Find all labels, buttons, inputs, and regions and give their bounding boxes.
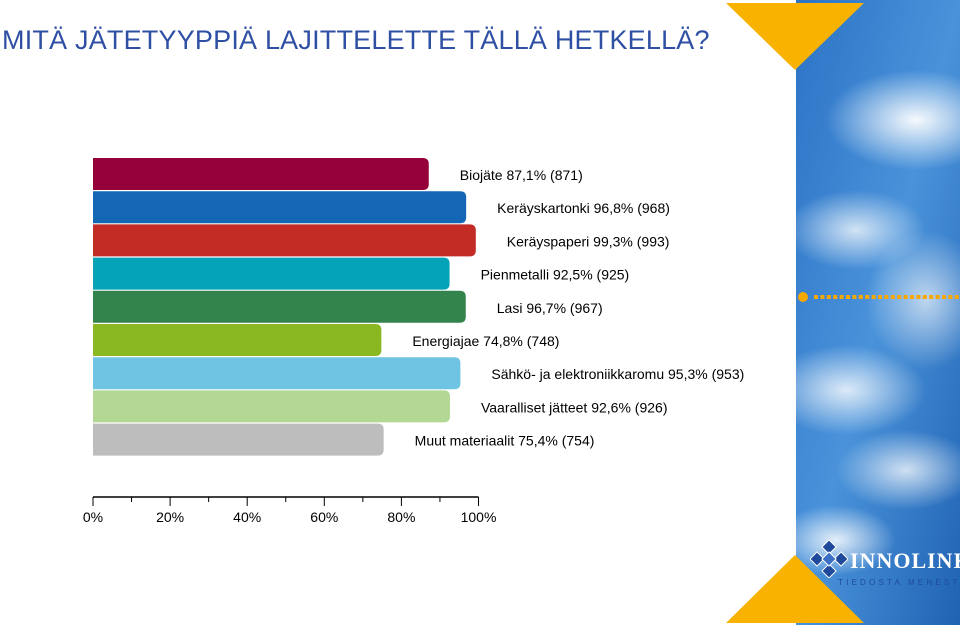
x-tick-label: 0%: [83, 509, 103, 525]
bar-6: [93, 357, 461, 390]
bar-5: [93, 324, 382, 356]
data-label-3: Pienmetalli 92,5% (925): [481, 267, 630, 283]
bottom-orange-triangle: [726, 555, 864, 623]
x-tick-label: 20%: [156, 509, 184, 525]
x-tick-label: 40%: [233, 509, 261, 525]
bars: [93, 158, 476, 456]
top-orange-triangle: [726, 3, 864, 70]
data-label-7: Vaaralliset jätteet 92,6% (926): [481, 399, 668, 415]
slide-title: MITÄ JÄTETYYPPIÄ LAJITTELETTE TÄLLÄ HETK…: [2, 25, 710, 55]
x-tick-label: 100%: [461, 509, 497, 525]
x-tick-label: 60%: [310, 509, 338, 525]
data-label-5: Energiajae 74,8% (748): [412, 333, 559, 349]
bar-7: [93, 390, 450, 423]
data-labels: Biojäte 87,1% (871) Keräyskartonki 96,8% …: [412, 167, 744, 449]
logo-name: INNOLINK: [850, 548, 960, 573]
bar-1: [93, 191, 467, 224]
bar-3: [93, 257, 450, 290]
data-label-6: Sähkö- ja elektroniikkaromu 95,3% (953): [491, 366, 744, 382]
innolink-logo-icon: [810, 540, 848, 578]
bar-chart: Biojäte 87,1% (871) Keräyskartonki 96,8% …: [83, 158, 744, 525]
sky-background: [796, 0, 960, 625]
data-label-8: Muut materiaalit 75,4% (754): [415, 433, 595, 449]
bar-0: [93, 158, 429, 190]
data-label-0: Biojäte 87,1% (871): [460, 167, 583, 183]
data-label-2: Keräyspaperi 99,3% (993): [507, 233, 670, 249]
bar-4: [93, 290, 466, 323]
dotted-line: [798, 292, 959, 302]
bar-8: [93, 423, 384, 456]
data-label-4: Lasi 96,7% (967): [497, 300, 603, 316]
bar-2: [93, 224, 476, 257]
data-label-1: Keräyskartonki 96,8% (968): [497, 200, 670, 216]
logo-tagline: TIEDOSTA MENESTYS: [838, 578, 960, 587]
x-axis: 0% 20% 40% 60% 80% 100%: [83, 496, 497, 525]
x-tick-label: 80%: [387, 509, 415, 525]
